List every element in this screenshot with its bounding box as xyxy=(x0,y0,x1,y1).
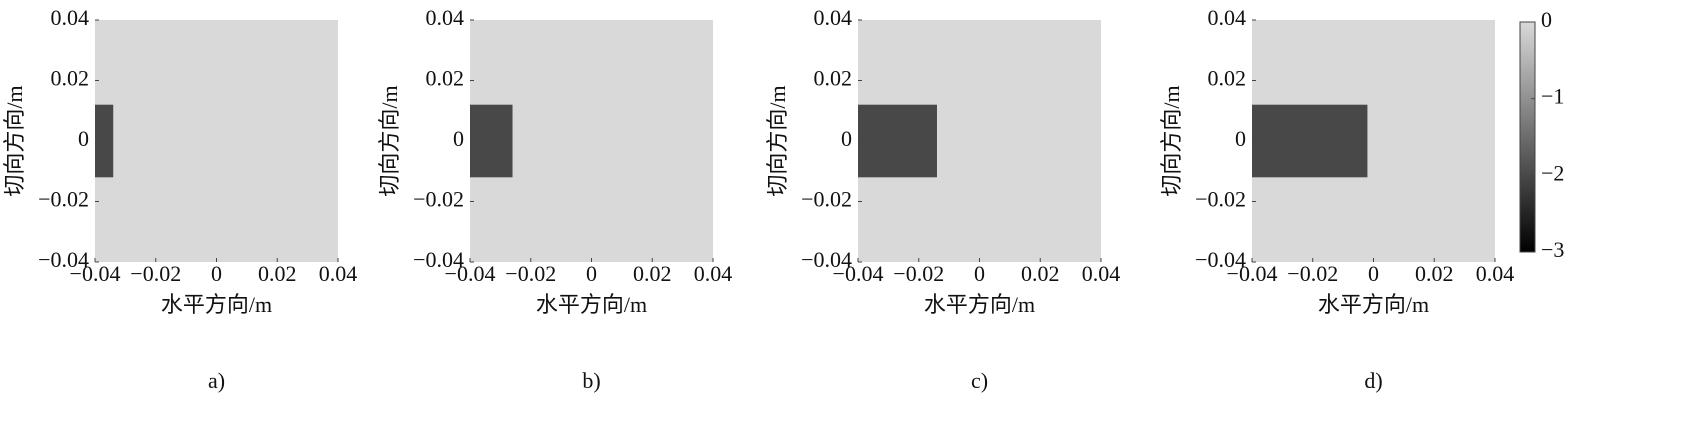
x-tick-label: −0.02 xyxy=(1287,261,1338,286)
y-tick-label: 0.04 xyxy=(426,5,465,30)
y-tick-label: 0 xyxy=(78,126,89,151)
y-axis-label: 切向方向/m xyxy=(765,85,790,196)
x-tick-label: 0.02 xyxy=(1021,261,1060,286)
y-tick-label: 0 xyxy=(453,126,464,151)
x-tick-label: 0.04 xyxy=(1082,261,1121,286)
y-tick-label: 0.02 xyxy=(426,66,465,91)
x-axis-label: 水平方向/m xyxy=(1318,292,1429,317)
y-tick-label: 0.02 xyxy=(1208,66,1247,91)
heatmap-region xyxy=(1252,104,1368,178)
y-axis-label: 切向方向/m xyxy=(377,85,402,196)
panel: −0.04 −0.02 0 0.02 0.04 −0.04 −0.02 0 0.02 0.04 水平… xyxy=(2,5,357,393)
y-tick-label: 0 xyxy=(1235,126,1246,151)
x-tick-label: −0.04 xyxy=(70,261,121,286)
heatmap-region xyxy=(858,104,937,178)
y-tick-label: −0.02 xyxy=(413,187,464,212)
x-tick-label: 0 xyxy=(211,261,222,286)
y-tick-label: 0.02 xyxy=(814,66,853,91)
y-tick-label: 0.04 xyxy=(51,5,90,30)
x-tick-label: 0.04 xyxy=(319,261,358,286)
x-tick-label: −0.04 xyxy=(445,261,496,286)
panel-caption: a) xyxy=(208,368,225,393)
y-axis-label: 切向方向/m xyxy=(2,85,27,196)
panel-caption: d) xyxy=(1364,368,1382,393)
x-tick-label: 0.02 xyxy=(258,261,297,286)
x-tick-label: 0.04 xyxy=(1476,261,1515,286)
y-axis-label: 切向方向/m xyxy=(1159,85,1184,196)
x-tick-label: −0.02 xyxy=(130,261,181,286)
y-tick-label: −0.04 xyxy=(801,247,852,272)
panel-caption: c) xyxy=(971,368,988,393)
x-tick-label: 0 xyxy=(974,261,985,286)
x-axis-label: 水平方向/m xyxy=(161,292,272,317)
panel: −0.04 −0.02 0 0.02 0.04 −0.04 −0.02 0 0.02 0.04 水平… xyxy=(377,5,732,393)
x-tick-label: −0.04 xyxy=(1227,261,1278,286)
y-tick-label: −0.02 xyxy=(1195,187,1246,212)
x-tick-label: 0.04 xyxy=(694,261,733,286)
x-axis-label: 水平方向/m xyxy=(924,292,1035,317)
y-tick-label: −0.02 xyxy=(801,187,852,212)
x-tick-label: 0.02 xyxy=(633,261,672,286)
colorbar-tick-label: −2 xyxy=(1541,160,1564,185)
heatmap-background xyxy=(95,20,338,262)
x-tick-label: 0 xyxy=(1368,261,1379,286)
x-axis-label: 水平方向/m xyxy=(536,292,647,317)
y-tick-label: −0.04 xyxy=(413,247,464,272)
y-tick-label: −0.04 xyxy=(1195,247,1246,272)
x-tick-label: −0.04 xyxy=(833,261,884,286)
x-tick-label: −0.02 xyxy=(893,261,944,286)
y-tick-label: 0 xyxy=(841,126,852,151)
x-tick-label: 0.02 xyxy=(1415,261,1454,286)
colorbar-tick-label: −1 xyxy=(1541,84,1564,109)
panel: −0.04 −0.02 0 0.02 0.04 −0.04 −0.02 0 0.02 0.04 水平… xyxy=(1159,5,1514,393)
y-tick-label: 0.04 xyxy=(1208,5,1247,30)
x-tick-label: 0 xyxy=(586,261,597,286)
x-tick-label: −0.02 xyxy=(505,261,556,286)
panel: −0.04 −0.02 0 0.02 0.04 −0.04 −0.02 0 0.02 0.04 水平… xyxy=(765,5,1120,393)
y-tick-label: 0.04 xyxy=(814,5,853,30)
y-tick-label: −0.04 xyxy=(38,247,89,272)
panel-caption: b) xyxy=(582,368,600,393)
colorbar-tick-label: −3 xyxy=(1541,237,1564,262)
y-tick-label: 0.02 xyxy=(51,66,90,91)
heatmap-region xyxy=(470,104,513,178)
heatmap-region xyxy=(95,104,114,178)
colorbar xyxy=(1519,21,1536,253)
y-tick-label: −0.02 xyxy=(38,187,89,212)
colorbar-tick-label: 0 xyxy=(1541,7,1552,32)
